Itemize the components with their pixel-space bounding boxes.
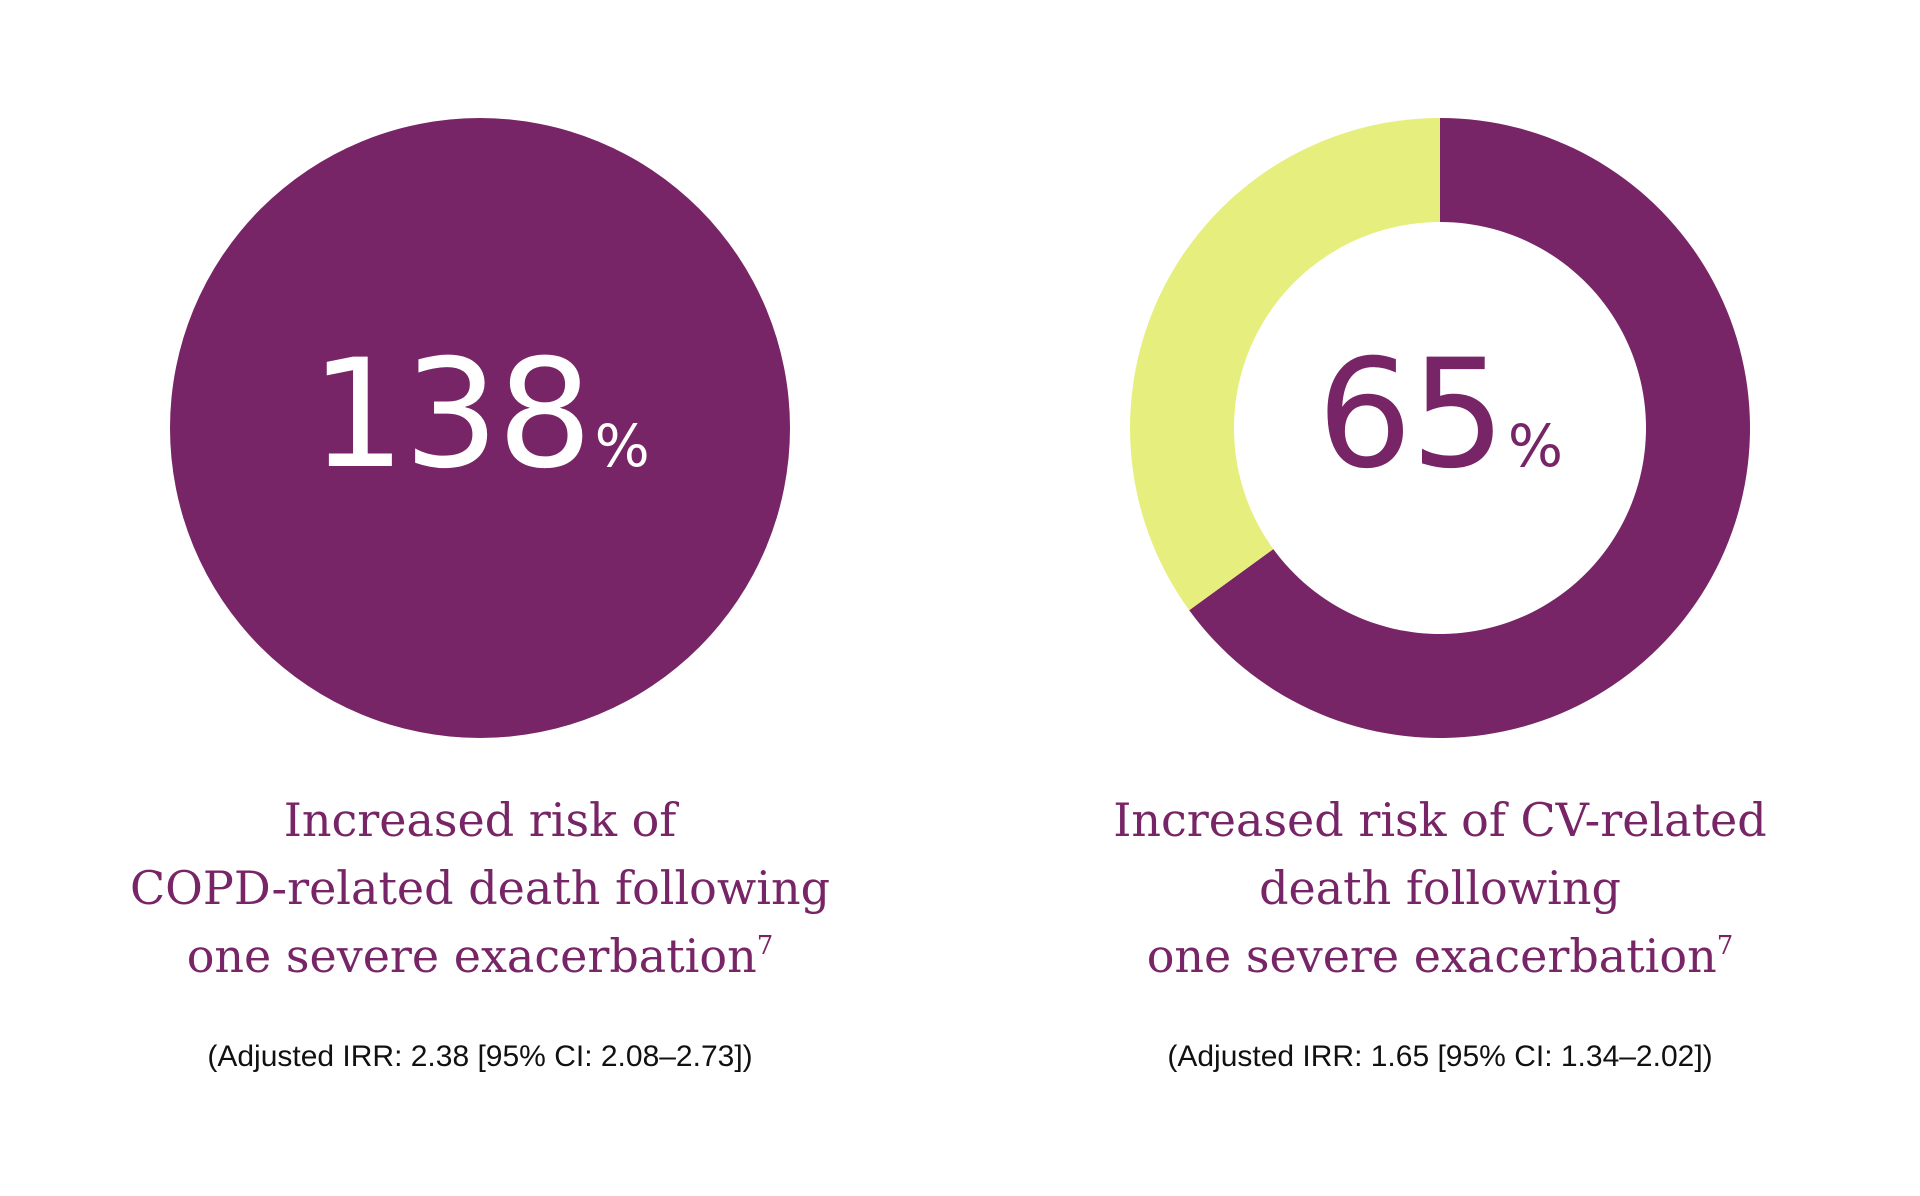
donut-slice-1 xyxy=(1189,118,1750,739)
donut-slice-2 xyxy=(1130,118,1440,611)
cv-caption: Increased risk of CV-related death follo… xyxy=(1040,786,1840,990)
copd-reference-mark: 7 xyxy=(756,931,774,961)
copd-circle-chart xyxy=(170,118,790,738)
copd-caption-line-3-text: one severe exacerbation xyxy=(186,929,757,983)
pie-slice-full xyxy=(170,118,790,738)
copd-caption: Increased risk of COPD-related death fol… xyxy=(80,786,880,990)
cv-adjusted-irr: (Adjusted IRR: 1.65 [95% CI: 1.34–2.02]) xyxy=(1167,1040,1713,1073)
copd-percentage-value: 138 xyxy=(310,328,592,502)
cv-percentage: 65% xyxy=(960,340,1920,490)
cv-caption-line-3: one severe exacerbation7 xyxy=(1040,922,1840,990)
cv-percentage-value: 65 xyxy=(1317,328,1506,502)
copd-panel: 138% Increased risk of COPD-related deat… xyxy=(0,118,960,1073)
cv-caption-line-3-text: one severe exacerbation xyxy=(1146,929,1717,983)
cv-reference-mark: 7 xyxy=(1716,931,1734,961)
cv-donut-chart xyxy=(1130,118,1750,739)
copd-caption-line-2: COPD-related death following xyxy=(129,861,831,915)
copd-percentage-suffix: % xyxy=(594,412,650,480)
copd-percentage: 138% xyxy=(0,340,960,490)
cv-percentage-suffix: % xyxy=(1507,412,1563,480)
cv-caption-line-2: death following xyxy=(1259,861,1621,915)
cv-caption-line-1: Increased risk of CV-related xyxy=(1113,793,1767,847)
copd-adjusted-irr: (Adjusted IRR: 2.38 [95% CI: 2.08–2.73]) xyxy=(207,1040,753,1073)
copd-caption-line-3: one severe exacerbation7 xyxy=(80,922,880,990)
copd-caption-line-1: Increased risk of xyxy=(283,793,677,847)
cv-panel: 65% Increased risk of CV-related death f… xyxy=(960,0,1920,1196)
